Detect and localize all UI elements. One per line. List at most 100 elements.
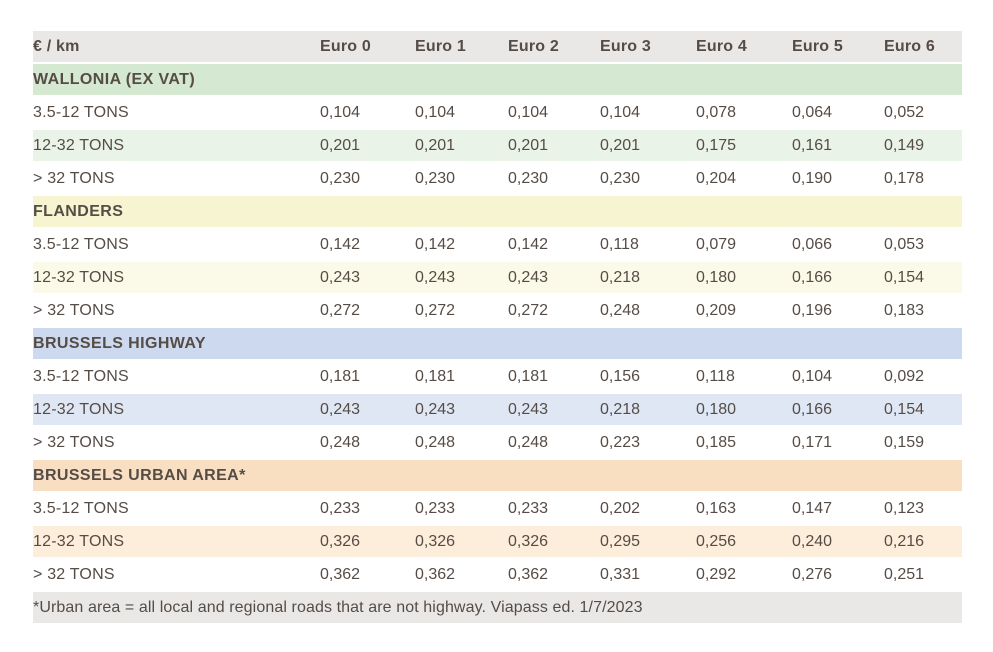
value-cell: 0,326 xyxy=(320,526,415,557)
data-row: > 32 TONS 0,230 0,230 0,230 0,230 0,204 0,190 0… xyxy=(33,163,962,194)
value-cell: 0,079 xyxy=(696,229,792,260)
value-cell: 0,185 xyxy=(696,427,792,458)
value-cell: 0,295 xyxy=(600,526,696,557)
value-cell: 0,066 xyxy=(792,229,884,260)
row-label: 3.5-12 TONS xyxy=(33,97,320,128)
data-row: 3.5-12 TONS 0,142 0,142 0,142 0,118 0,079 0,06… xyxy=(33,229,962,260)
section-header-row: WALLONIA (EX VAT) xyxy=(33,64,962,95)
value-cell: 0,201 xyxy=(508,130,600,161)
section-title: FLANDERS xyxy=(33,196,962,227)
value-cell: 0,078 xyxy=(696,97,792,128)
value-cell: 0,201 xyxy=(320,130,415,161)
column-header-cell: Euro 3 xyxy=(600,31,696,62)
value-cell: 0,163 xyxy=(696,493,792,524)
row-label: > 32 TONS xyxy=(33,163,320,194)
column-header-cell: Euro 1 xyxy=(415,31,508,62)
toll-rates-table-container: € / km Euro 0 Euro 1 Euro 2 Euro 3 Euro 4 Eur… xyxy=(33,29,962,625)
value-cell: 0,053 xyxy=(884,229,962,260)
value-cell: 0,181 xyxy=(508,361,600,392)
value-cell: 0,104 xyxy=(792,361,884,392)
data-row: > 32 TONS 0,272 0,272 0,272 0,248 0,209 0,196 0… xyxy=(33,295,962,326)
value-cell: 0,104 xyxy=(600,97,696,128)
value-cell: 0,181 xyxy=(415,361,508,392)
value-cell: 0,175 xyxy=(696,130,792,161)
value-cell: 0,256 xyxy=(696,526,792,557)
data-row: 3.5-12 TONS 0,233 0,233 0,233 0,202 0,163 0,14… xyxy=(33,493,962,524)
value-cell: 0,092 xyxy=(884,361,962,392)
value-cell: 0,223 xyxy=(600,427,696,458)
value-cell: 0,230 xyxy=(600,163,696,194)
column-header-cell: Euro 4 xyxy=(696,31,792,62)
row-label: 12-32 TONS xyxy=(33,130,320,161)
value-cell: 0,156 xyxy=(600,361,696,392)
value-cell: 0,243 xyxy=(320,262,415,293)
row-label: 12-32 TONS xyxy=(33,262,320,293)
value-cell: 0,233 xyxy=(415,493,508,524)
footnote-text: *Urban area = all local and regional roa… xyxy=(33,592,962,623)
value-cell: 0,272 xyxy=(415,295,508,326)
column-header-cell: Euro 6 xyxy=(884,31,962,62)
row-label: 3.5-12 TONS xyxy=(33,493,320,524)
value-cell: 0,240 xyxy=(792,526,884,557)
row-label: 3.5-12 TONS xyxy=(33,361,320,392)
value-cell: 0,209 xyxy=(696,295,792,326)
value-cell: 0,052 xyxy=(884,97,962,128)
value-cell: 0,104 xyxy=(415,97,508,128)
data-row: 12-32 TONS 0,326 0,326 0,326 0,295 0,256 0,240… xyxy=(33,526,962,557)
value-cell: 0,218 xyxy=(600,262,696,293)
value-cell: 0,154 xyxy=(884,394,962,425)
value-cell: 0,104 xyxy=(320,97,415,128)
value-cell: 0,251 xyxy=(884,559,962,590)
toll-rates-table: € / km Euro 0 Euro 1 Euro 2 Euro 3 Euro 4 Eur… xyxy=(33,29,962,625)
section-title: WALLONIA (EX VAT) xyxy=(33,64,962,95)
value-cell: 0,326 xyxy=(508,526,600,557)
value-cell: 0,190 xyxy=(792,163,884,194)
column-header-row: € / km Euro 0 Euro 1 Euro 2 Euro 3 Euro 4 Eur… xyxy=(33,31,962,62)
value-cell: 0,276 xyxy=(792,559,884,590)
data-row: 12-32 TONS 0,243 0,243 0,243 0,218 0,180 0,166… xyxy=(33,394,962,425)
value-cell: 0,064 xyxy=(792,97,884,128)
value-cell: 0,243 xyxy=(508,394,600,425)
value-cell: 0,118 xyxy=(696,361,792,392)
row-label: > 32 TONS xyxy=(33,295,320,326)
value-cell: 0,362 xyxy=(320,559,415,590)
value-cell: 0,178 xyxy=(884,163,962,194)
value-cell: 0,243 xyxy=(320,394,415,425)
section-header-row: FLANDERS xyxy=(33,196,962,227)
value-cell: 0,230 xyxy=(415,163,508,194)
value-cell: 0,201 xyxy=(415,130,508,161)
value-cell: 0,123 xyxy=(884,493,962,524)
section-header-row: BRUSSELS URBAN AREA* xyxy=(33,460,962,491)
value-cell: 0,149 xyxy=(884,130,962,161)
value-cell: 0,248 xyxy=(600,295,696,326)
row-label: 12-32 TONS xyxy=(33,394,320,425)
value-cell: 0,248 xyxy=(508,427,600,458)
value-cell: 0,218 xyxy=(600,394,696,425)
value-cell: 0,202 xyxy=(600,493,696,524)
unit-label-cell: € / km xyxy=(33,31,320,62)
column-header-cell: Euro 5 xyxy=(792,31,884,62)
column-header-cell: Euro 0 xyxy=(320,31,415,62)
row-label: > 32 TONS xyxy=(33,559,320,590)
section-title: BRUSSELS HIGHWAY xyxy=(33,328,962,359)
value-cell: 0,272 xyxy=(320,295,415,326)
value-cell: 0,216 xyxy=(884,526,962,557)
data-row: 3.5-12 TONS 0,104 0,104 0,104 0,104 0,078 0,06… xyxy=(33,97,962,128)
section-title: BRUSSELS URBAN AREA* xyxy=(33,460,962,491)
data-row: 12-32 TONS 0,243 0,243 0,243 0,218 0,180 0,166… xyxy=(33,262,962,293)
value-cell: 0,230 xyxy=(320,163,415,194)
value-cell: 0,118 xyxy=(600,229,696,260)
value-cell: 0,180 xyxy=(696,394,792,425)
value-cell: 0,326 xyxy=(415,526,508,557)
value-cell: 0,180 xyxy=(696,262,792,293)
value-cell: 0,181 xyxy=(320,361,415,392)
value-cell: 0,204 xyxy=(696,163,792,194)
table-body: WALLONIA (EX VAT) 3.5-12 TONS 0,104 0,104 0,… xyxy=(33,64,962,590)
value-cell: 0,331 xyxy=(600,559,696,590)
value-cell: 0,142 xyxy=(415,229,508,260)
row-label: 3.5-12 TONS xyxy=(33,229,320,260)
value-cell: 0,147 xyxy=(792,493,884,524)
value-cell: 0,272 xyxy=(508,295,600,326)
section-header-row: BRUSSELS HIGHWAY xyxy=(33,328,962,359)
value-cell: 0,230 xyxy=(508,163,600,194)
